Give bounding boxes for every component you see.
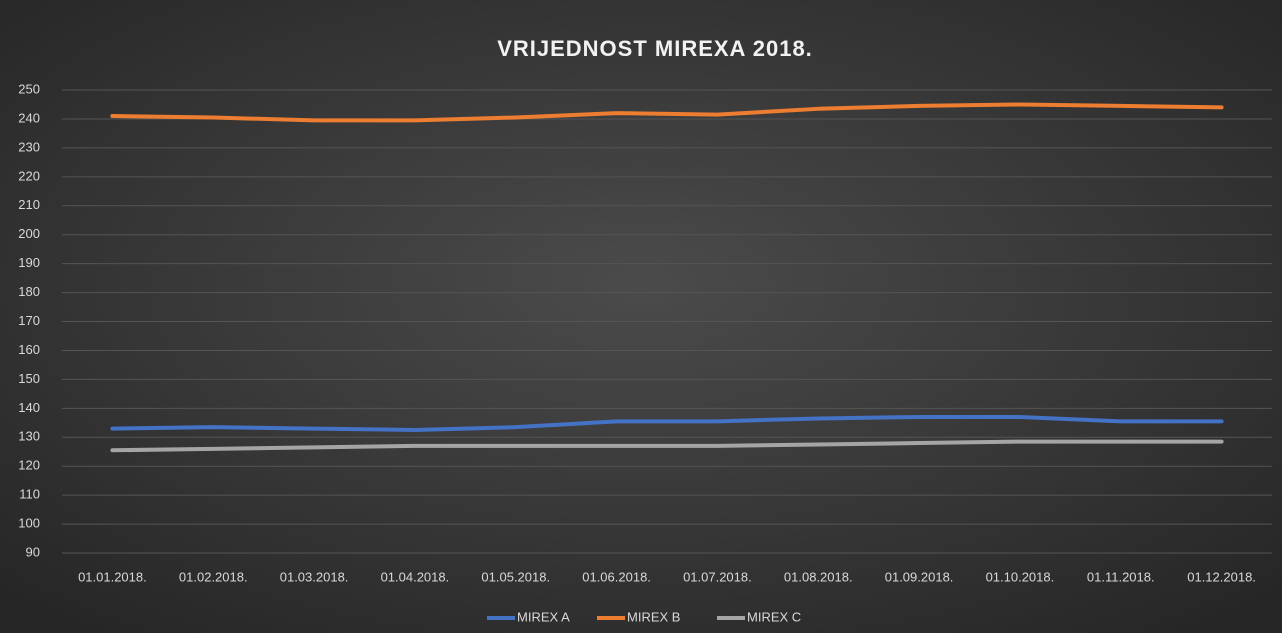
x-tick-label: 01.08.2018.	[784, 569, 853, 584]
legend-label: MIREX C	[747, 609, 801, 624]
x-tick-label: 01.05.2018.	[481, 569, 550, 584]
y-tick-label: 160	[18, 342, 40, 357]
series-line	[110, 102, 1224, 123]
x-tick-label: 01.07.2018.	[683, 569, 752, 584]
y-tick-label: 250	[18, 81, 40, 96]
y-tick-label: 240	[18, 110, 40, 125]
y-tick-label: 180	[18, 284, 40, 299]
y-tick-label: 200	[18, 226, 40, 241]
y-tick-label: 220	[18, 168, 40, 183]
y-tick-label: 150	[18, 371, 40, 386]
y-tick-label: 130	[18, 429, 40, 444]
x-tick-label: 01.02.2018.	[179, 569, 248, 584]
y-tick-label: 210	[18, 197, 40, 212]
x-tick-label: 01.12.2018.	[1187, 569, 1256, 584]
series-line	[110, 439, 1224, 453]
y-tick-label: 110	[19, 487, 40, 502]
y-tick-label: 170	[18, 313, 40, 328]
y-tick-label: 190	[18, 255, 40, 270]
y-tick-label: 120	[18, 458, 40, 473]
y-tick-label: 140	[18, 400, 40, 415]
y-tick-label: 100	[18, 516, 40, 531]
x-tick-label: 01.09.2018.	[885, 569, 954, 584]
series-line	[110, 414, 1224, 433]
y-tick-label: 230	[18, 139, 40, 154]
x-tick-label: 01.11.2018.	[1087, 569, 1155, 584]
legend-label: MIREX A	[517, 609, 570, 624]
x-tick-label: 01.04.2018.	[381, 569, 450, 584]
x-tick-label: 01.03.2018.	[280, 569, 349, 584]
y-tick-label: 90	[26, 544, 40, 559]
x-tick-label: 01.01.2018.	[78, 569, 147, 584]
x-tick-label: 01.06.2018.	[582, 569, 651, 584]
chart-title: VRIJEDNOST MIREXA 2018.	[497, 36, 813, 61]
x-tick-label: 01.10.2018.	[986, 569, 1055, 584]
legend-label: MIREX B	[627, 609, 680, 624]
